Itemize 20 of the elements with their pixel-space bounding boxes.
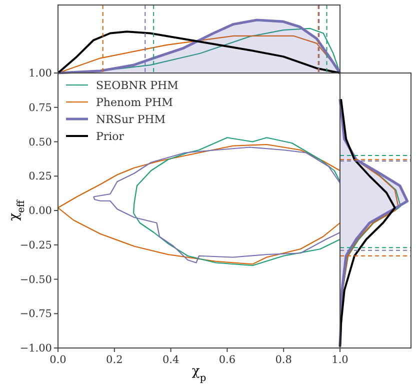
legend-label: SEOBNR PHM (96, 79, 178, 92)
legend-label: Prior (96, 130, 125, 143)
legend-label: Phenom PHM (96, 96, 173, 109)
y-tick-label: −1.00 (20, 342, 52, 354)
y-tick-label: 0.25 (28, 170, 52, 183)
x-tick-label: 1.0 (332, 354, 348, 366)
x-tick-label: 0.0 (50, 354, 66, 366)
y-tick-label: 0.50 (28, 136, 52, 148)
x-axis-title: χ$_{p}$ (192, 364, 206, 384)
x-tick-label: 0.2 (106, 354, 123, 366)
legend-label: NRSur PHM (96, 113, 166, 126)
y-tick-label: −0.50 (20, 274, 52, 286)
y-tick-label: −0.25 (20, 239, 52, 252)
y-tick-label: −0.75 (20, 308, 52, 320)
y-tick-label: 0.00 (28, 205, 52, 217)
x-tick-label: 0.6 (218, 354, 236, 366)
y-tick-label: 0.75 (28, 102, 52, 114)
x-tick-label: 0.8 (275, 354, 292, 366)
y-tick-label: 1.00 (28, 68, 52, 80)
x-tick-label: 0.4 (162, 354, 180, 366)
